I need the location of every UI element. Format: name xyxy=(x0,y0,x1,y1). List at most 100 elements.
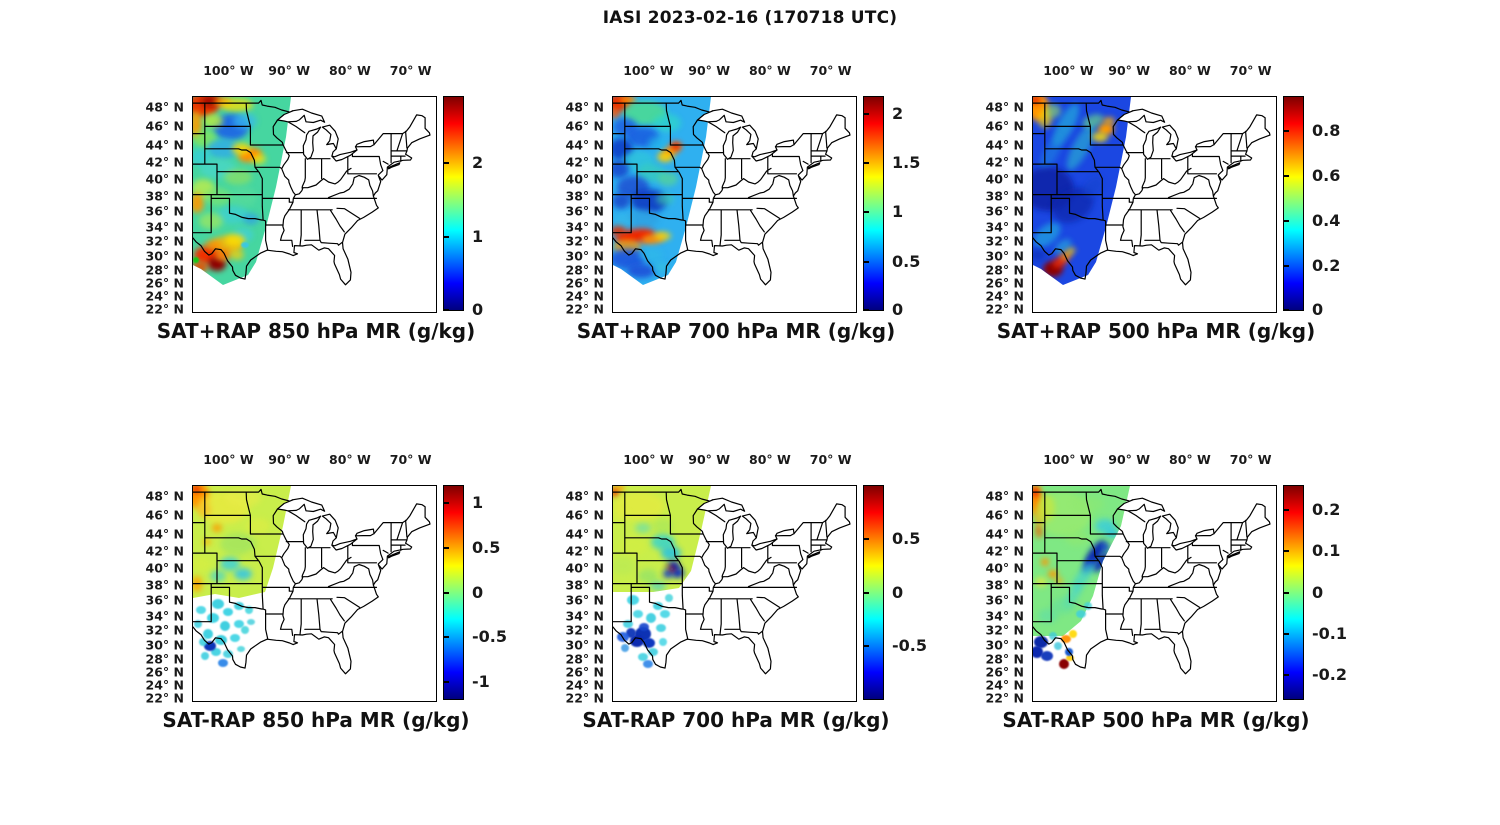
latitude-tick-label: 22° N xyxy=(985,690,1024,706)
colorbar-tick-label: 0 xyxy=(443,301,483,318)
latitude-tick-label: 40° N xyxy=(985,560,1024,576)
latitude-tick-label: 36° N xyxy=(985,203,1024,219)
map-panel-sat-plus-rap-500: 100° W 90° W 80° W 70° W 48° N 46° N 44° N 42°… xyxy=(972,58,1354,360)
latitude-tick-label: 30° N xyxy=(985,248,1024,264)
panel-title: SAT-RAP 700 hPa MR (g/kg) xyxy=(582,708,890,732)
colorbar-tick-label: 0 xyxy=(443,584,483,601)
map-plot-area xyxy=(612,96,857,313)
latitude-axis: 48° N 46° N 44° N 42° N 40° N 38° N 36° N 34° N… xyxy=(552,96,608,316)
longitude-tick-label: 90° W xyxy=(268,452,311,467)
map-panel-sat-minus-rap-500: 100° W 90° W 80° W 70° W 48° N 46° N 44° N 42°… xyxy=(972,447,1354,749)
longitude-tick-label: 80° W xyxy=(329,452,371,467)
latitude-tick-label: 34° N xyxy=(565,608,604,623)
colorbar-tick-label: 0.1 xyxy=(1283,543,1340,559)
latitude-tick-label: 34° N xyxy=(145,608,184,623)
colorbar-tick-labels: 0 0.5 1 1.5 2 xyxy=(863,96,935,317)
latitude-tick-label: 26° N xyxy=(565,664,604,680)
latitude-tick-label: 48° N xyxy=(145,99,184,115)
latitude-tick-label: 38° N xyxy=(565,188,604,204)
longitude-tick-label: 100° W xyxy=(1043,452,1094,467)
latitude-tick-label: 44° N xyxy=(145,137,184,153)
latitude-tick-label: 42° N xyxy=(565,543,604,559)
latitude-tick-label: 44° N xyxy=(985,526,1024,542)
figure-title: IASI 2023-02-16 (170718 UTC) xyxy=(602,8,898,28)
latitude-tick-label: 42° N xyxy=(985,543,1024,559)
latitude-tick-label: 46° N xyxy=(145,118,184,134)
colorbar: 0 0.2 0.4 0.6 0.8 xyxy=(1283,96,1355,317)
longitude-tick-label: 70° W xyxy=(389,63,432,78)
map-canvas xyxy=(1033,97,1271,286)
latitude-tick-label: 40° N xyxy=(565,560,604,576)
colorbar-tick-label: 0.8 xyxy=(1283,123,1340,139)
colorbar-tick-labels: -0.2 -0.1 0 0.1 0.2 xyxy=(1283,485,1355,700)
latitude-tick-label: 48° N xyxy=(145,488,184,504)
latitude-tick-label: 28° N xyxy=(985,262,1024,278)
colorbar-tick-labels: -0.5 0 0.5 xyxy=(863,485,935,700)
map-canvas xyxy=(613,97,851,286)
latitude-tick-label: 30° N xyxy=(145,248,184,264)
latitude-tick-label: 30° N xyxy=(145,637,184,653)
latitude-tick-label: 48° N xyxy=(565,99,604,115)
colorbar-tick-label: 1.5 xyxy=(863,154,920,171)
longitude-axis: 100° W 90° W 80° W 70° W xyxy=(1032,58,1275,80)
latitude-axis: 48° N 46° N 44° N 42° N 40° N 38° N 36° N 34° N… xyxy=(552,485,608,705)
latitude-tick-label: 22° N xyxy=(985,301,1024,317)
colorbar-tick-labels: 0 1 2 xyxy=(443,96,515,317)
latitude-tick-label: 30° N xyxy=(985,637,1024,653)
latitude-tick-label: 36° N xyxy=(145,203,184,219)
latitude-tick-label: 36° N xyxy=(565,203,604,219)
longitude-tick-label: 90° W xyxy=(688,452,731,467)
latitude-tick-label: 38° N xyxy=(145,188,184,204)
colorbar-tick-label: 1 xyxy=(443,494,483,511)
latitude-tick-label: 30° N xyxy=(565,637,604,653)
longitude-tick-label: 90° W xyxy=(1108,452,1151,467)
longitude-axis: 100° W 90° W 80° W 70° W xyxy=(612,58,855,80)
map-plot-area xyxy=(1032,485,1277,702)
colorbar-tick-label: 0.5 xyxy=(443,539,500,556)
colorbar-gradient xyxy=(443,96,464,311)
colorbar-tick-label: 0.2 xyxy=(1283,257,1340,274)
longitude-tick-label: 90° W xyxy=(1108,63,1151,78)
colorbar-tick-label: -1 xyxy=(443,674,490,690)
latitude-tick-label: 28° N xyxy=(565,651,604,667)
colorbar-tick-label: 0 xyxy=(863,301,903,318)
latitude-tick-label: 32° N xyxy=(565,622,604,638)
colorbar: 0 0.5 1 1.5 2 xyxy=(863,96,935,317)
latitude-tick-label: 24° N xyxy=(985,288,1024,304)
map-panel-sat-minus-rap-850: 100° W 90° W 80° W 70° W 48° N 46° N 44° N 42°… xyxy=(132,447,514,749)
latitude-tick-label: 28° N xyxy=(145,262,184,278)
colorbar-tick-label: 0 xyxy=(1283,301,1323,318)
latitude-tick-label: 24° N xyxy=(985,677,1024,693)
latitude-tick-label: 36° N xyxy=(565,592,604,608)
latitude-tick-label: 44° N xyxy=(565,526,604,542)
longitude-tick-label: 70° W xyxy=(389,452,432,467)
latitude-tick-label: 34° N xyxy=(565,219,604,234)
latitude-tick-label: 32° N xyxy=(985,622,1024,638)
colorbar-gradient xyxy=(863,96,884,311)
latitude-tick-label: 22° N xyxy=(145,690,184,706)
latitude-tick-label: 38° N xyxy=(985,577,1024,593)
longitude-axis: 100° W 90° W 80° W 70° W xyxy=(192,447,435,469)
latitude-tick-label: 28° N xyxy=(985,651,1024,667)
colorbar: -0.5 0 0.5 xyxy=(863,485,935,700)
longitude-tick-label: 80° W xyxy=(1169,63,1211,78)
longitude-tick-label: 70° W xyxy=(1229,452,1272,467)
latitude-tick-label: 24° N xyxy=(565,677,604,693)
latitude-tick-label: 46° N xyxy=(985,118,1024,134)
longitude-tick-label: 100° W xyxy=(1043,63,1094,78)
map-canvas xyxy=(193,486,431,675)
latitude-tick-label: 38° N xyxy=(145,577,184,593)
colorbar-tick-label: 0 xyxy=(863,584,903,601)
latitude-tick-label: 40° N xyxy=(145,171,184,187)
latitude-tick-label: 40° N xyxy=(565,171,604,187)
colorbar-tick-label: -0.2 xyxy=(1283,666,1347,683)
latitude-tick-label: 32° N xyxy=(145,622,184,638)
latitude-axis: 48° N 46° N 44° N 42° N 40° N 38° N 36° N 34° N… xyxy=(972,96,1028,316)
longitude-tick-label: 70° W xyxy=(809,452,852,467)
map-canvas xyxy=(1033,486,1271,675)
latitude-tick-label: 42° N xyxy=(145,543,184,559)
panel-title: SAT+RAP 850 hPa MR (g/kg) xyxy=(156,319,476,343)
colorbar-tick-label: 0.2 xyxy=(1283,502,1340,518)
latitude-tick-label: 24° N xyxy=(565,288,604,304)
colorbar-tick-label: -0.1 xyxy=(1283,625,1347,642)
